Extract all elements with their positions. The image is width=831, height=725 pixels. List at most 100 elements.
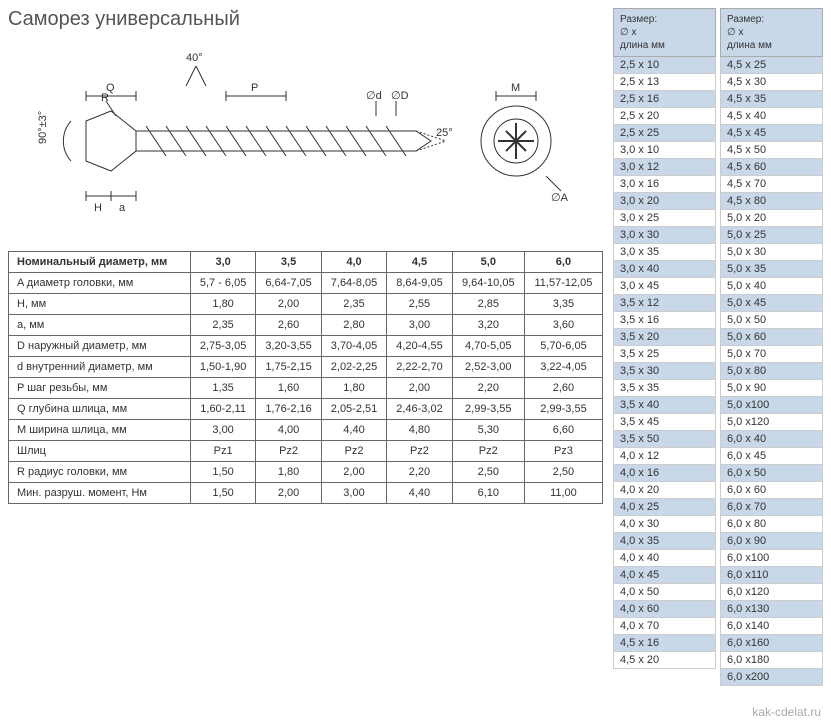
size-row: 6,0 х130 (720, 601, 823, 618)
spec-diameter-header: 4,5 (387, 252, 452, 273)
size-row: 3,5 х 35 (613, 380, 716, 397)
spec-cell: 2,50 (452, 462, 524, 483)
size-row: 3,5 х 45 (613, 414, 716, 431)
spec-cell: 3,00 (387, 315, 452, 336)
spec-row-label: Мин. разруш. момент, Нм (9, 483, 191, 504)
table-row: Q глубина шлица, мм1,60-2,111,76-2,162,0… (9, 399, 603, 420)
spec-cell: 2,75-3,05 (190, 336, 255, 357)
size-row: 4,5 х 35 (720, 91, 823, 108)
size-row: 4,5 х 30 (720, 74, 823, 91)
spec-cell: 1,80 (190, 294, 255, 315)
spec-cell: 1,50-1,90 (190, 357, 255, 378)
label-a: a (119, 202, 126, 214)
size-row: 3,5 х 25 (613, 346, 716, 363)
spec-cell: 1,76-2,16 (256, 399, 321, 420)
spec-cell: 2,99-3,55 (524, 399, 602, 420)
size-header-1: Размер: ∅ x длина мм (613, 8, 716, 57)
spec-cell: 1,50 (190, 483, 255, 504)
size-row: 4,0 х 50 (613, 584, 716, 601)
size-row: 6,0 х160 (720, 635, 823, 652)
spec-cell: 1,35 (190, 378, 255, 399)
spec-diameter-header: 6,0 (524, 252, 602, 273)
size-row: 4,0 х 70 (613, 618, 716, 635)
spec-row-label: Q глубина шлица, мм (9, 399, 191, 420)
size-row: 6,0 х 50 (720, 465, 823, 482)
table-row: D наружный диаметр, мм2,75-3,053,20-3,55… (9, 336, 603, 357)
spec-cell: 5,7 - 6,05 (190, 273, 255, 294)
spec-cell: 2,50 (524, 462, 602, 483)
size-row: 5,0 х 40 (720, 278, 823, 295)
spec-cell: 5,70-6,05 (524, 336, 602, 357)
spec-cell: 2,55 (387, 294, 452, 315)
table-row: ШлицPz1Pz2Pz2Pz2Pz2Pz3 (9, 441, 603, 462)
label-A: ∅A (551, 192, 569, 204)
size-row: 6,0 х140 (720, 618, 823, 635)
spec-diameter-header: 3,0 (190, 252, 255, 273)
spec-cell: 2,60 (256, 315, 321, 336)
label-d: ∅d (366, 90, 382, 102)
size-row: 4,5 х 20 (613, 652, 716, 669)
size-row: 4,0 х 16 (613, 465, 716, 482)
size-row: 5,0 х120 (720, 414, 823, 431)
spec-cell: 2,00 (256, 294, 321, 315)
size-row: 6,0 х 60 (720, 482, 823, 499)
size-row: 6,0 х 80 (720, 516, 823, 533)
spec-row-label: A диаметр головки, мм (9, 273, 191, 294)
label-P: P (251, 82, 258, 94)
spec-cell: 2,80 (321, 315, 386, 336)
spec-cell: 2,46-3,02 (387, 399, 452, 420)
spec-cell: 2,00 (321, 462, 386, 483)
spec-header-label: Номинальный диаметр, мм (9, 252, 191, 273)
spec-row-label: Шлиц (9, 441, 191, 462)
label-angle25: 25° (436, 127, 453, 139)
size-row: 2,5 х 25 (613, 125, 716, 142)
size-row: 6,0 х100 (720, 550, 823, 567)
size-tables: Размер: ∅ x длина мм 2,5 х 102,5 х 132,5… (613, 8, 823, 686)
size-row: 6,0 х 45 (720, 448, 823, 465)
size-row: 2,5 х 20 (613, 108, 716, 125)
size-row: 5,0 х 25 (720, 227, 823, 244)
size-row: 3,5 х 20 (613, 329, 716, 346)
size-row: 2,5 х 10 (613, 57, 716, 74)
size-row: 6,0 х180 (720, 652, 823, 669)
size-row: 4,0 х 60 (613, 601, 716, 618)
spec-cell: 5,30 (452, 420, 524, 441)
size-row: 3,5 х 12 (613, 295, 716, 312)
spec-cell: 2,05-2,51 (321, 399, 386, 420)
size-row: 6,0 х 90 (720, 533, 823, 550)
size-row: 4,5 х 45 (720, 125, 823, 142)
spec-cell: Pz2 (256, 441, 321, 462)
spec-row-label: R радиус головки, мм (9, 462, 191, 483)
size-row: 6,0 х 40 (720, 431, 823, 448)
spec-cell: 2,60 (524, 378, 602, 399)
spec-cell: 3,00 (321, 483, 386, 504)
spec-table: Номинальный диаметр, мм3,03,54,04,55,06,… (8, 251, 603, 504)
spec-diameter-header: 3,5 (256, 252, 321, 273)
label-angle40: 40° (186, 52, 203, 64)
spec-cell: 11,57-12,05 (524, 273, 602, 294)
size-row: 6,0 х110 (720, 567, 823, 584)
size-row: 5,0 х 45 (720, 295, 823, 312)
size-row: 3,0 х 25 (613, 210, 716, 227)
spec-cell: 4,80 (387, 420, 452, 441)
size-row: 4,0 х 45 (613, 567, 716, 584)
spec-diameter-header: 5,0 (452, 252, 524, 273)
spec-cell: 4,70-5,05 (452, 336, 524, 357)
label-M: M (511, 82, 520, 94)
table-row: a, мм2,352,602,803,003,203,60 (9, 315, 603, 336)
spec-cell: 6,64-7,05 (256, 273, 321, 294)
label-D: ∅D (391, 90, 409, 102)
spec-cell: 1,80 (321, 378, 386, 399)
spec-cell: 2,20 (387, 462, 452, 483)
spec-cell: 2,00 (387, 378, 452, 399)
spec-cell: 4,00 (256, 420, 321, 441)
spec-row-label: M ширина шлица, мм (9, 420, 191, 441)
size-row: 3,0 х 35 (613, 244, 716, 261)
spec-cell: 2,22-2,70 (387, 357, 452, 378)
table-row: R радиус головки, мм1,501,802,002,202,50… (9, 462, 603, 483)
size-row: 6,0 х120 (720, 584, 823, 601)
spec-cell: 1,60-2,11 (190, 399, 255, 420)
size-row: 5,0 х 70 (720, 346, 823, 363)
size-row: 4,0 х 35 (613, 533, 716, 550)
size-row: 5,0 х 35 (720, 261, 823, 278)
